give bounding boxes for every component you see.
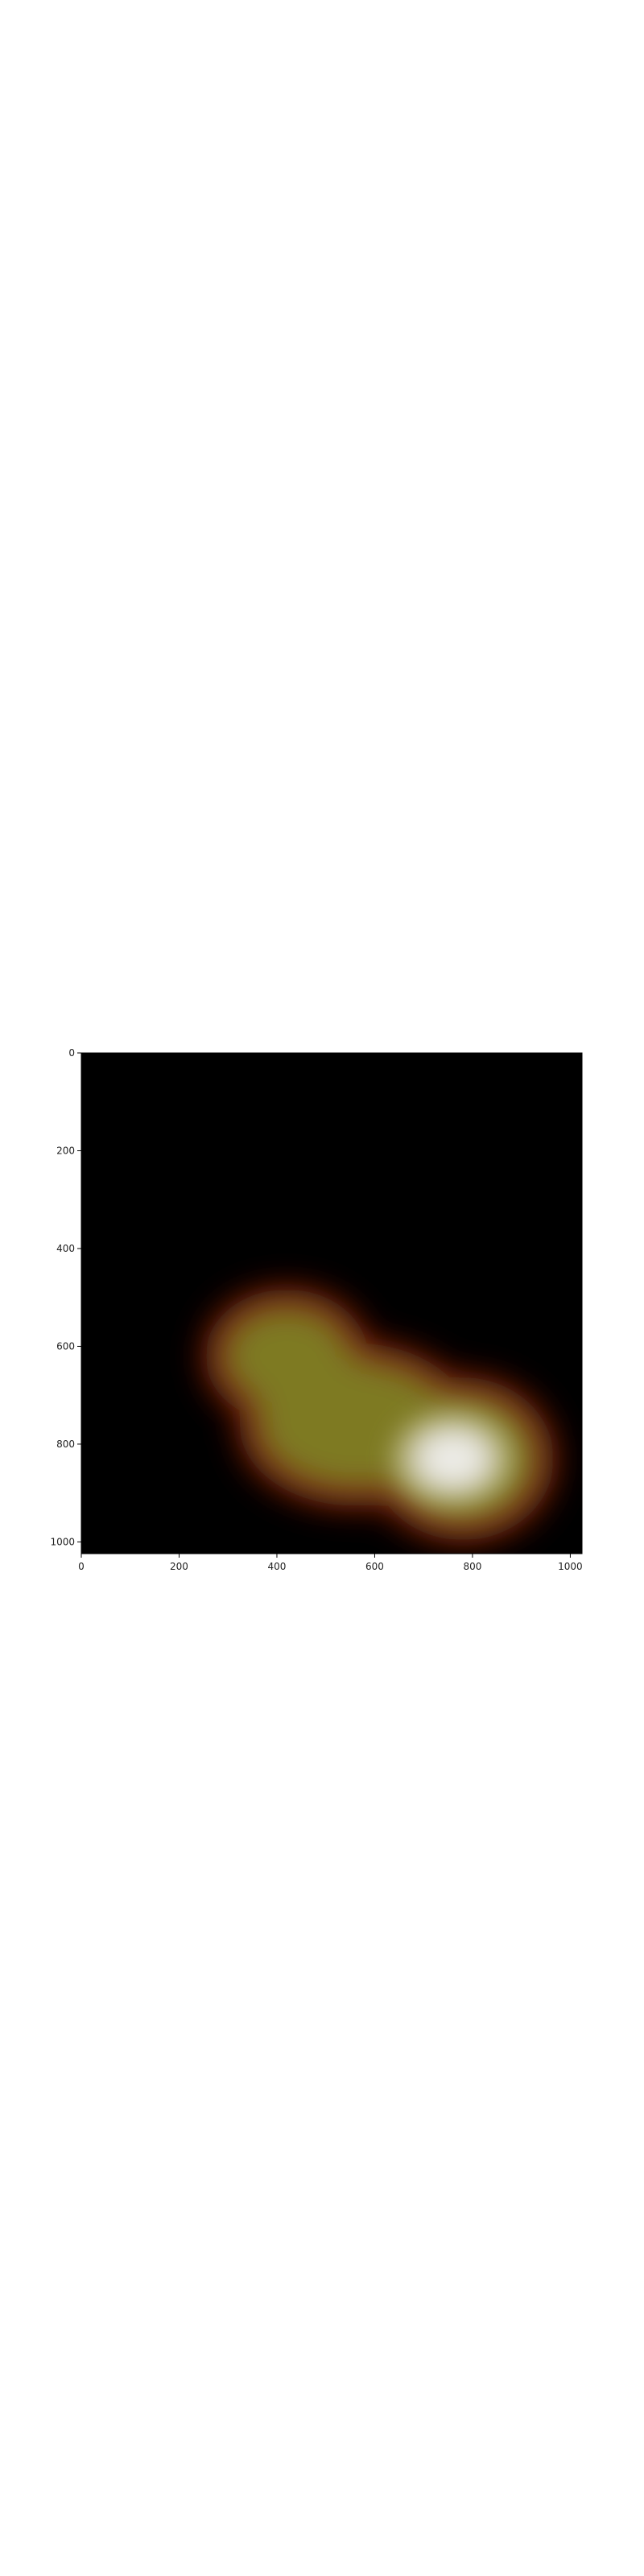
y-tick-label: 0 — [68, 1047, 75, 1059]
heatmap-axes — [80, 1052, 583, 1554]
heat-peak — [394, 1412, 512, 1505]
x-tick-label: 600 — [365, 1561, 384, 1572]
x-tick-label: 1000 — [558, 1561, 583, 1572]
x-tick-label: 800 — [463, 1561, 481, 1572]
y-tick-label: 400 — [56, 1243, 75, 1254]
x-tick-label: 400 — [268, 1561, 287, 1572]
y-tick-label: 800 — [56, 1439, 75, 1450]
y-tick-label: 600 — [56, 1340, 75, 1352]
x-axis: 0 200 400 600 800 1000 — [78, 1554, 583, 1572]
y-tick-label: 200 — [56, 1145, 75, 1156]
heatmap-field — [205, 1289, 555, 1541]
y-axis: 0 200 400 600 800 1000 — [50, 1047, 81, 1547]
heat-peak-core — [419, 1431, 488, 1486]
x-tick-label: 200 — [170, 1561, 188, 1572]
x-tick-label: 0 — [78, 1561, 85, 1572]
axes-frame — [80, 1052, 583, 1554]
y-tick-label: 1000 — [50, 1536, 75, 1547]
